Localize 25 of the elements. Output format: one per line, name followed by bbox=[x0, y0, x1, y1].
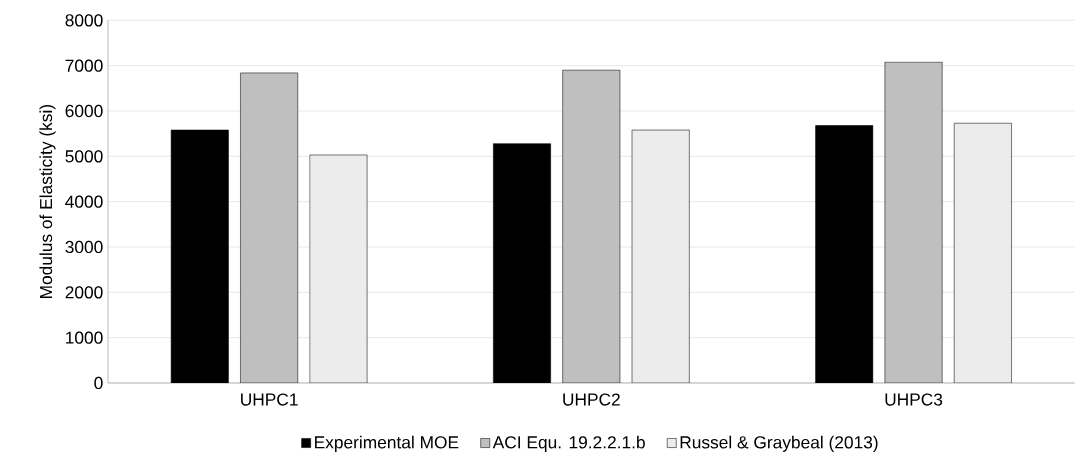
bar bbox=[631, 129, 690, 383]
bar bbox=[309, 154, 368, 383]
y-axis-title: Modulus of Elasticity (ksi) bbox=[39, 105, 56, 298]
y-tick-label: 7000 bbox=[65, 59, 103, 72]
y-tick-label: 1000 bbox=[66, 331, 103, 344]
y-tick-label: 0 bbox=[94, 376, 103, 390]
y-tick-label: 3000 bbox=[65, 240, 103, 254]
bar bbox=[170, 129, 229, 383]
bar bbox=[884, 61, 943, 383]
x-tick-label: UHPC3 bbox=[885, 393, 943, 406]
x-tick-label: UHPC1 bbox=[241, 393, 298, 406]
legend-label: ACI Equ. 19.2.2.1.b bbox=[492, 435, 645, 452]
bar bbox=[953, 122, 1012, 383]
y-tick-label: 8000 bbox=[65, 14, 103, 27]
y-tick-label: 6000 bbox=[65, 104, 103, 118]
y-tick-label: 2000 bbox=[65, 286, 103, 299]
y-tick-label: 5000 bbox=[65, 150, 103, 163]
bar bbox=[562, 69, 621, 383]
legend-label: Russel & Graybeal (2013) bbox=[680, 435, 878, 452]
x-tick-label: UHPC2 bbox=[563, 393, 620, 406]
legend-label: Experimental MOE bbox=[315, 435, 459, 452]
y-tick-label: 4000 bbox=[65, 195, 103, 208]
bar bbox=[240, 72, 299, 383]
bar bbox=[493, 143, 551, 383]
bar bbox=[815, 125, 874, 383]
